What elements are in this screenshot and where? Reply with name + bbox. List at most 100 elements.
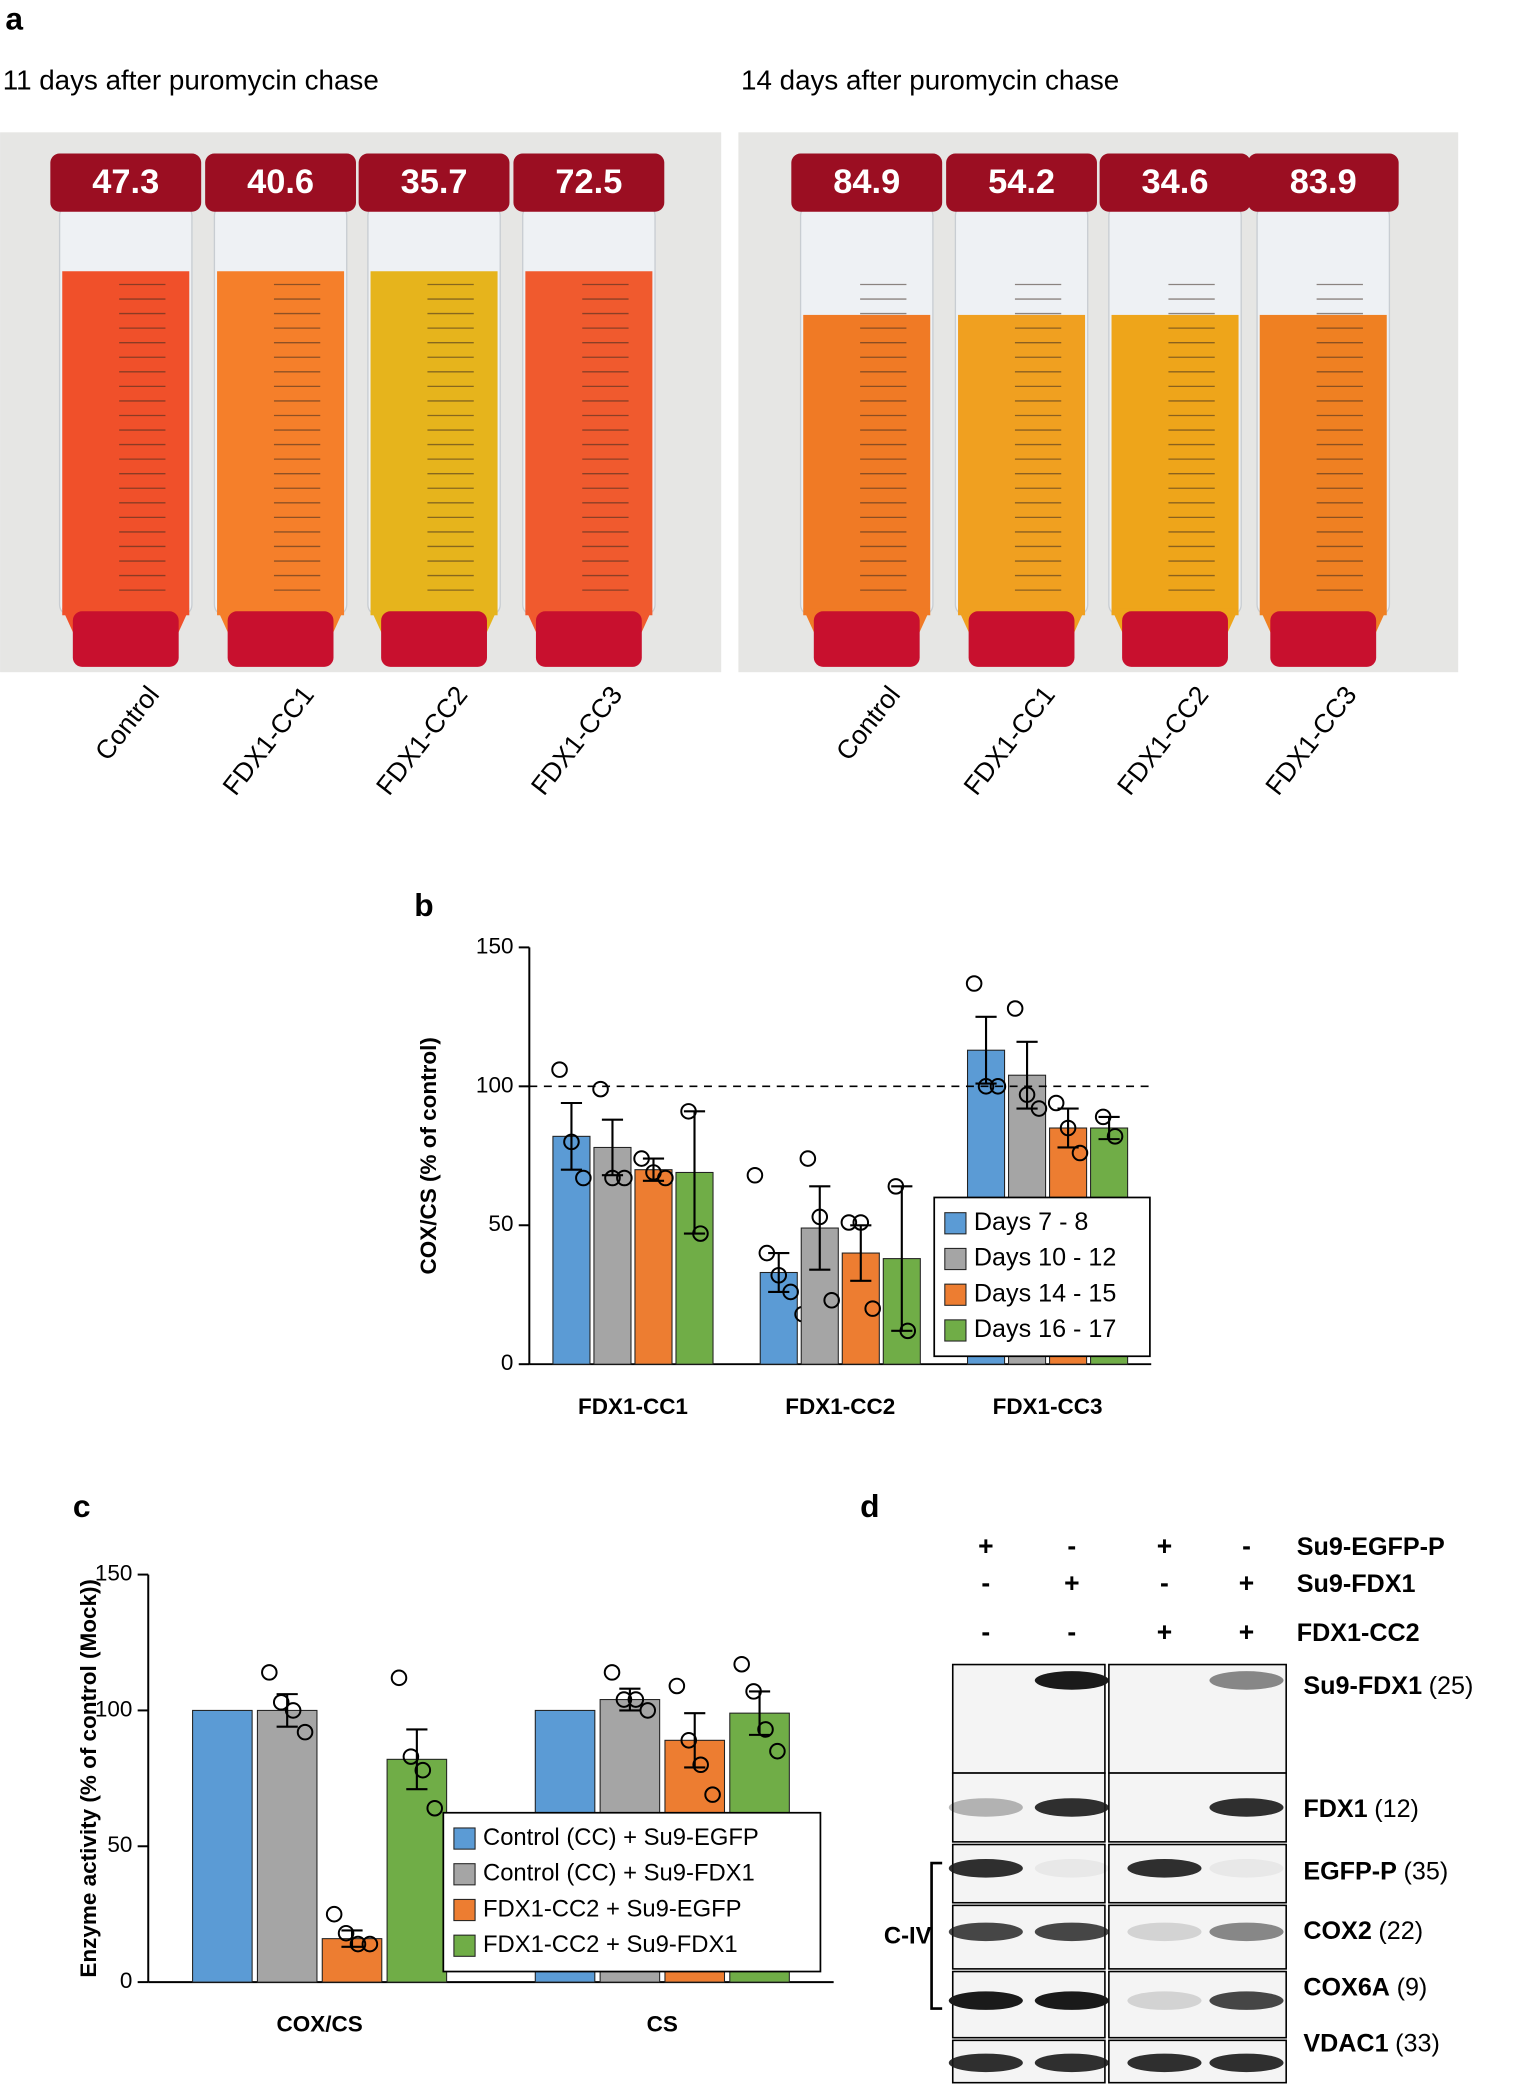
data-point: [1071, 1144, 1089, 1162]
blot-band: [1127, 2053, 1202, 2073]
data-point: [551, 1061, 568, 1078]
legend-label: FDX1-CC2 + Su9-EGFP: [483, 1895, 742, 1922]
tube-cap: [50, 153, 202, 212]
blot-band: [948, 2053, 1023, 2073]
blot-band: [1209, 1859, 1284, 1878]
legend-swatch: [453, 1827, 476, 1850]
blot-band: [948, 1798, 1023, 1817]
tube-liquid: [217, 271, 345, 616]
legend-label: Days 16 - 17: [974, 1315, 1116, 1343]
data-point: [704, 1786, 721, 1803]
data-point: [977, 1078, 995, 1095]
data-point: [361, 1935, 379, 1953]
data-point: [657, 1169, 674, 1187]
tube-bottom-cap: [535, 611, 642, 667]
condition-sign: +: [1239, 1617, 1254, 1647]
legend-swatch: [453, 1863, 476, 1886]
molecular-weight: (33): [1395, 2029, 1440, 2057]
legend-swatch: [944, 1247, 967, 1271]
bar: [256, 1709, 318, 1983]
tube-bottom-cap: [72, 611, 179, 667]
tube-bottom-cap: [1122, 611, 1228, 667]
data-point: [325, 1905, 343, 1923]
cap-value: 40.6: [247, 163, 314, 201]
condition-sign: -: [981, 1568, 990, 1598]
legend-label: Control (CC) + Su9-FDX1: [483, 1860, 755, 1887]
tube-cap: [791, 153, 943, 212]
legend-box: [442, 1811, 822, 1973]
panel-label: d: [860, 1488, 879, 1524]
condition-sign: +: [1157, 1617, 1172, 1647]
blot-band: [1127, 1922, 1202, 1942]
y-tick-label: 150: [476, 933, 514, 958]
condition-sign: -: [1160, 1568, 1169, 1598]
data-point: [840, 1214, 858, 1231]
tube-liquid: [1111, 314, 1239, 616]
legend-swatch: [944, 1283, 967, 1306]
data-point: [414, 1761, 432, 1779]
y-tick-label: 50: [107, 1832, 132, 1857]
data-point: [823, 1292, 840, 1309]
blot-label: COX2 (22): [1303, 1916, 1423, 1944]
blot-band: [948, 1991, 1023, 2010]
condition-name: Su9-EGFP-P: [1297, 1533, 1445, 1561]
complex-bracket: [930, 1861, 943, 2010]
protein-name: FDX1: [1303, 1795, 1367, 1823]
data-point: [563, 1133, 580, 1151]
protein-name: EGFP-P: [1303, 1857, 1397, 1885]
bar: [386, 1758, 448, 1983]
blot-band: [1209, 1991, 1284, 2010]
condition-sign: +: [1157, 1531, 1172, 1561]
blot-band: [1209, 2053, 1284, 2073]
cap-value: 84.9: [833, 163, 900, 201]
y-axis-label: COX/CS (% of control): [416, 1037, 441, 1274]
legend-swatch: [453, 1898, 476, 1922]
blot-band: [1034, 1798, 1109, 1817]
blot-label: Su9-FDX1 (25): [1303, 1672, 1473, 1700]
bar: [634, 1169, 673, 1365]
cap-value: 34.6: [1142, 163, 1209, 201]
legend-swatch: [453, 1934, 476, 1957]
error-bar: [809, 1185, 831, 1271]
tube-bottom-cap: [227, 611, 334, 667]
error-bar: [683, 1110, 706, 1235]
data-point: [899, 1322, 917, 1340]
protein-name: COX6A: [1303, 1973, 1390, 2001]
molecular-weight: (9): [1397, 1973, 1428, 2001]
lane-label: Control: [89, 680, 165, 766]
tube-liquid: [803, 314, 931, 616]
panel-label: b: [414, 887, 433, 923]
blot-band: [1127, 1859, 1202, 1878]
condition-sign: -: [1067, 1617, 1076, 1647]
tube-liquid: [525, 271, 653, 616]
protein-name: VDAC1: [1303, 2029, 1388, 2057]
data-point: [811, 1208, 829, 1226]
data-point: [1018, 1086, 1036, 1103]
data-point: [692, 1225, 709, 1242]
data-point: [692, 1756, 709, 1774]
blot-band: [1034, 1859, 1109, 1878]
legend-label: Days 10 - 12: [974, 1244, 1116, 1272]
molecular-weight: (25): [1429, 1672, 1474, 1700]
blot-panel: [1108, 1970, 1287, 2039]
molecular-weight: (35): [1404, 1857, 1449, 1885]
data-point: [390, 1669, 408, 1687]
tube-bottom-cap: [381, 611, 487, 667]
blot-panel: [1108, 1772, 1287, 1843]
data-point: [758, 1244, 776, 1262]
blot-band: [1034, 1922, 1109, 1942]
error-bar: [768, 1251, 790, 1294]
data-point: [616, 1169, 633, 1187]
data-point: [799, 1150, 817, 1167]
data-point: [1106, 1128, 1124, 1145]
error-bar: [1016, 1040, 1038, 1110]
blot-band: [1034, 1991, 1109, 2010]
legend-swatch: [944, 1212, 967, 1235]
tube-bottom-cap: [813, 611, 920, 667]
blot-label: VDAC1 (33): [1303, 2029, 1439, 2057]
protein-name: COX2: [1303, 1916, 1371, 1944]
data-point: [769, 1742, 786, 1760]
data-point: [296, 1723, 314, 1741]
bar: [552, 1135, 591, 1365]
